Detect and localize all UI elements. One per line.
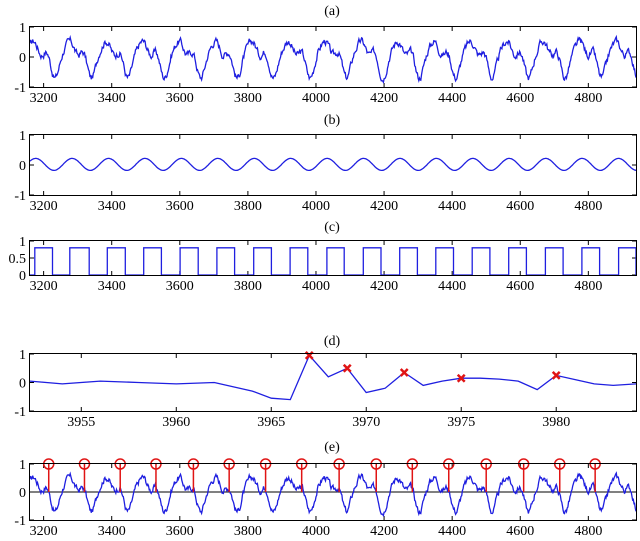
x-tick-label: 3400 xyxy=(98,279,126,294)
y-tick-label: -1 xyxy=(14,81,26,96)
x-tick-label: 4800 xyxy=(574,279,602,294)
panel-d-title: (d) xyxy=(324,334,341,349)
panel-e-axes-frame xyxy=(29,463,637,521)
x-tick-label: 3955 xyxy=(67,415,95,430)
x-tick-label: 3600 xyxy=(166,91,194,106)
y-tick-label: 1 xyxy=(19,348,26,363)
x-tick-label: 4400 xyxy=(438,91,466,106)
panel-a-title: (a) xyxy=(324,4,340,19)
x-tick-label: 4200 xyxy=(370,279,398,294)
x-tick-label: 4000 xyxy=(302,279,330,294)
x-tick-label: 3600 xyxy=(166,199,194,214)
y-tick-label: -1 xyxy=(14,405,26,420)
y-tick-label: 0 xyxy=(19,269,26,284)
x-tick-label: 4600 xyxy=(506,279,534,294)
panel-b-plot: 3200 3400 3600 3800 4000 4200 4400 4600 4800 -1 0 1 xyxy=(14,129,637,214)
y-tick-label: 1 xyxy=(19,21,26,36)
x-tick-label: 4200 xyxy=(370,199,398,214)
panel-c-title: (c) xyxy=(324,220,340,235)
x-tick-label: 3400 xyxy=(98,199,126,214)
x-tick-label: 4600 xyxy=(506,199,534,214)
peak-marker xyxy=(342,363,352,373)
peak-marker xyxy=(456,373,466,383)
x-tick-label: 3600 xyxy=(166,524,194,539)
x-tick-label: 4400 xyxy=(438,279,466,294)
x-tick-label: 4800 xyxy=(574,91,602,106)
y-tick-label: -1 xyxy=(14,189,26,204)
x-tick-label: 3965 xyxy=(257,415,285,430)
peak-marker xyxy=(551,370,561,380)
x-tick-label: 4800 xyxy=(574,524,602,539)
panel-e-plot: 3200 3400 3600 3800 4000 4200 4400 4600 4800 -1 0 1 xyxy=(14,458,637,539)
panel-e: (e) 3200 3400 3600 3800 4000 4200 4400 4600 4800… xyxy=(14,440,637,539)
x-tick-label: 4200 xyxy=(370,91,398,106)
x-tick-label: 4400 xyxy=(438,524,466,539)
x-tick-label: 3200 xyxy=(30,524,58,539)
y-tick-label: 0 xyxy=(19,377,26,392)
x-tick-label: 3200 xyxy=(30,91,58,106)
x-tick-label: 3970 xyxy=(352,415,380,430)
x-tick-label: 4800 xyxy=(574,199,602,214)
x-tick-label: 4000 xyxy=(302,199,330,214)
x-tick-label: 3200 xyxy=(30,279,58,294)
x-tick-label: 4600 xyxy=(506,524,534,539)
panel-a-axes-frame xyxy=(29,26,637,88)
y-tick-label: 0 xyxy=(19,159,26,174)
x-tick-label: 3800 xyxy=(234,199,262,214)
series-line xyxy=(29,157,637,172)
y-tick-label: 1 xyxy=(19,235,26,250)
x-tick-label: 3800 xyxy=(234,524,262,539)
series-line xyxy=(29,34,637,85)
x-tick-label: 4600 xyxy=(506,91,534,106)
x-tick-label: 3200 xyxy=(30,199,58,214)
x-tick-label: 3400 xyxy=(98,91,126,106)
panel-d: (d) 3955 3960 3965 3970 3975 3980 -1 0 1 xyxy=(14,334,637,430)
panel-c-plot: 3200 3400 3600 3800 4000 4200 4400 4600 4800 0 0.5… xyxy=(9,235,637,294)
y-tick-label: 1 xyxy=(19,458,26,473)
x-tick-label: 4000 xyxy=(302,91,330,106)
y-tick-label: 0 xyxy=(19,486,26,501)
x-tick-label: 3600 xyxy=(166,279,194,294)
panel-b-axes-frame xyxy=(29,134,637,196)
y-tick-label: 1 xyxy=(19,129,26,144)
series-line xyxy=(29,471,637,518)
panel-c-axes-frame xyxy=(29,240,637,276)
panel-d-axes-frame xyxy=(29,353,637,412)
series-line xyxy=(30,247,637,276)
peak-marker xyxy=(399,368,409,377)
y-tick-label: -1 xyxy=(14,514,26,529)
x-tick-label: 3980 xyxy=(542,415,570,430)
panel-e-title: (e) xyxy=(324,440,340,455)
y-tick-label: 0.5 xyxy=(9,252,27,267)
panel-a: (a) 3200 3400 3600 3800 4000 4200 4400 4600 4800… xyxy=(14,4,637,106)
x-tick-label: 3800 xyxy=(234,279,262,294)
series-line xyxy=(29,354,637,401)
y-tick-label: 0 xyxy=(19,51,26,66)
panel-b: (b) 3200 3400 3600 3800 4000 4200 4400 4600 4800… xyxy=(14,113,637,214)
panel-b-title: (b) xyxy=(324,113,341,128)
panel-c: (c) 3200 3400 3600 3800 4000 4200 4400 4600 4800… xyxy=(9,220,637,294)
x-tick-label: 3975 xyxy=(447,415,475,430)
x-tick-label: 3800 xyxy=(234,91,262,106)
panel-a-plot: 3200 3400 3600 3800 4000 4200 4400 4600 4800 -1 0 1 xyxy=(14,21,637,106)
panel-d-plot: 3955 3960 3965 3970 3975 3980 -1 0 1 xyxy=(14,348,637,430)
x-tick-label: 3960 xyxy=(162,415,190,430)
x-tick-label: 4000 xyxy=(302,524,330,539)
x-tick-label: 3400 xyxy=(98,524,126,539)
x-tick-label: 4200 xyxy=(370,524,398,539)
x-tick-label: 4400 xyxy=(438,199,466,214)
peak-marker xyxy=(304,351,314,360)
